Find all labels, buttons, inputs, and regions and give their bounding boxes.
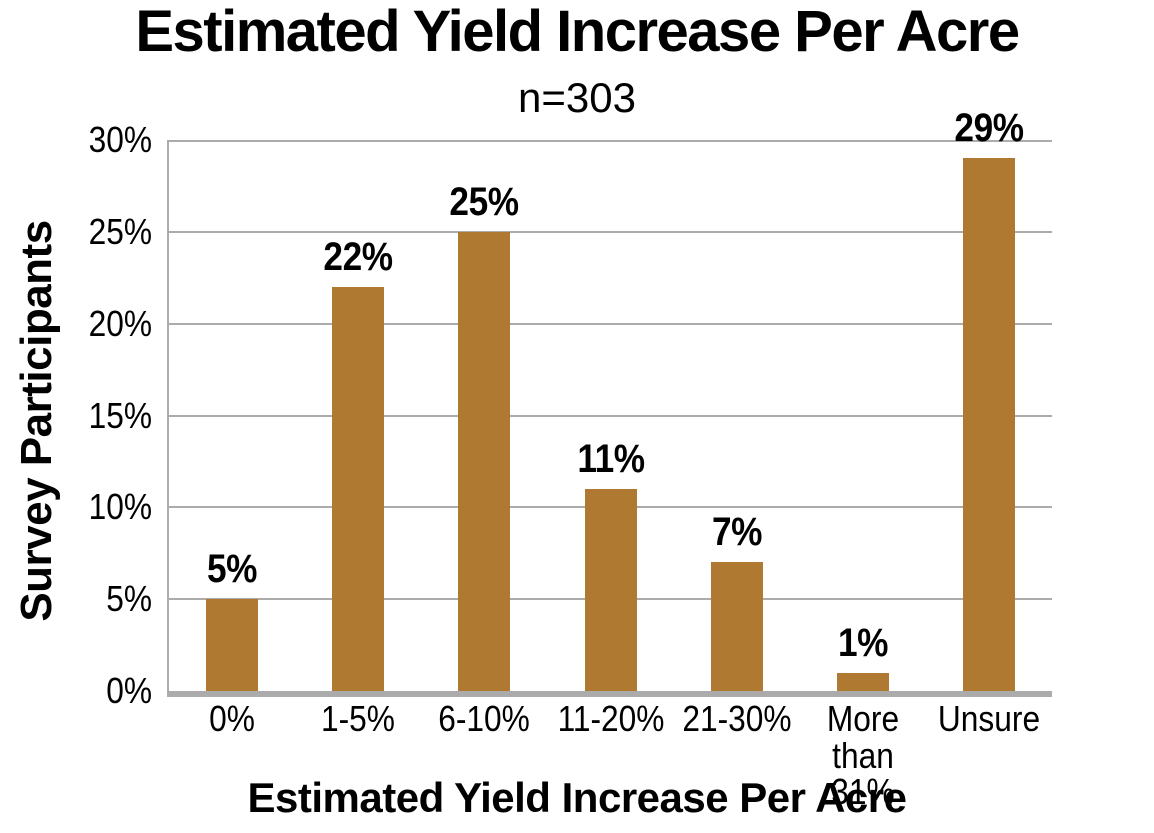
bar-21-30%: [710, 562, 763, 691]
gridline-15: [169, 414, 1052, 417]
bar-More than 31%: [836, 672, 889, 691]
y-tick-label-0%: 0%: [106, 670, 152, 711]
bar-1-5%: [332, 286, 385, 691]
x-tick-label-1-5%: 1-5%: [321, 698, 396, 739]
bar-value-label-11-20%: 11%: [576, 436, 645, 481]
x-tick-label-More than 31%: More than 31%: [826, 698, 899, 813]
gridline-30: [169, 140, 1052, 142]
y-tick-label-10%: 10%: [88, 486, 152, 528]
gridline-20: [169, 322, 1052, 325]
y-tick-label-25%: 25%: [88, 210, 152, 252]
bar-Unsure: [962, 158, 1015, 691]
x-tick-label-Unsure: Unsure: [937, 698, 1040, 739]
y-tick-label-20%: 20%: [88, 302, 152, 344]
y-tick-label-15%: 15%: [88, 394, 152, 436]
bar-value-label-1-5%: 22%: [323, 234, 394, 279]
bar-value-label-0%: 5%: [207, 547, 258, 592]
x-tick-label-6-10%: 6-10%: [438, 698, 531, 739]
y-tick-label-5%: 5%: [106, 578, 152, 620]
y-axis-tick-labels: 0% 5% 10% 15% 20% 25% 30%: [2, 120, 152, 711]
y-tick-label-30%: 30%: [88, 119, 152, 160]
bar-value-label-21-30%: 7%: [711, 510, 762, 555]
bar-value-label-More than 31%: 1%: [837, 620, 888, 665]
bar-value-label-Unsure: 29%: [954, 106, 1024, 151]
chart-subtitle: n=303: [518, 74, 636, 121]
gridline-25: [169, 230, 1052, 233]
plot-area: 5% 0% 22% 1-5% 25% 6-10% 11% 11-20% 7% 21-30% 1% Mo…: [167, 106, 1052, 810]
x-tick-label-0%: 0%: [209, 698, 255, 739]
bar-0%: [206, 599, 259, 691]
bar-11-20%: [584, 488, 637, 691]
chart-title: Estimated Yield Increase Per Acre: [135, 0, 1020, 64]
x-tick-label-21-30%: 21-30%: [682, 698, 792, 739]
bar-6-10%: [458, 231, 511, 691]
bar-value-label-6-10%: 25%: [449, 179, 520, 224]
x-tick-label-11-20%: 11-20%: [557, 698, 664, 739]
x-axis-title: Estimated Yield Increase Per Acre: [247, 774, 907, 821]
